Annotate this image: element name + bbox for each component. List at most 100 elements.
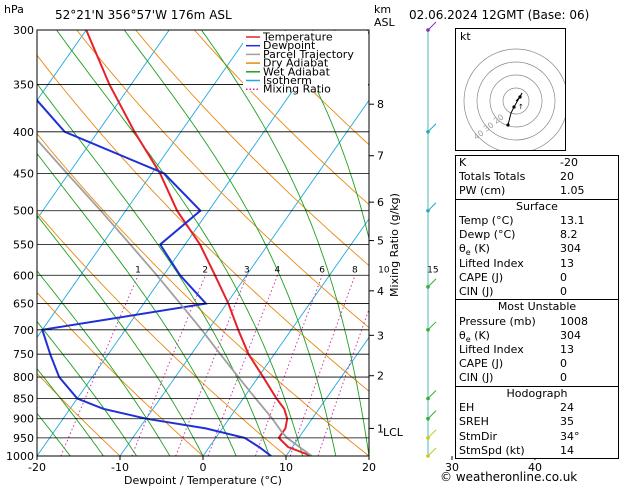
km-tick-label: 7 [377,150,384,163]
temp-tick-label: 20 [362,461,376,474]
legend-label: Temperature [262,31,333,44]
surface-li-label: Lifted Index [459,256,524,270]
surface-temp-value: 13.1 [560,214,585,228]
isotherm-line [285,336,369,456]
surface-cin-label: CIN (J) [459,285,494,298]
mixing-ratio-line [289,275,356,456]
dry-adiabat-line [37,372,121,456]
wind-barb [427,429,437,439]
surface-li-value: 13 [560,256,574,270]
pw-value: 1.05 [560,184,585,198]
surface-cape-value: 0 [560,270,567,284]
temp-tick-label: 40 [528,461,542,474]
isotherm-line [0,30,3,456]
eh-label: EH [459,401,475,415]
asl-unit-label: ASL [374,16,396,29]
mixing-ratio-label: 10 [378,265,390,275]
wind-barb [427,202,437,212]
eh-value: 24 [560,401,574,415]
temp-tick-label: -20 [28,461,46,474]
sreh-value: 35 [560,415,574,429]
legend-label: Isotherm [263,74,312,87]
k-label: K [459,156,467,169]
k-value: -20 [560,156,578,169]
surface-cape-label: CAPE (J) [459,270,504,284]
pressure-tick-label: 750 [13,348,34,361]
mixing-ratio-line [60,275,139,456]
surface-cin-value: 0 [560,285,567,298]
pressure-tick-label: 700 [13,324,34,337]
dry-adiabat-line [135,30,369,267]
wind-barb [427,278,437,288]
lcl-label: LCL [383,426,404,439]
mu-theta-value: 304 [560,328,581,342]
profiles [37,30,313,456]
surface-title: Surface [456,198,618,215]
stmspd-label: StmSpd (kt) [459,443,525,457]
pressure-tick-label: 500 [13,205,34,218]
mu-pressure-label: Pressure (mb) [459,314,536,328]
hodograph-title: Hodograph [456,385,618,402]
km-tick-label: 8 [377,98,384,111]
location-title: 52°21'N 356°57'W 176m ASL [55,8,232,22]
copyright: © weatheronline.co.uk [440,470,578,484]
hodo-point [506,123,510,127]
wet-adiabat-line [37,82,270,456]
storm-motion-marker: ↑ [518,103,524,111]
pressure-tick-label: 1000 [6,450,34,463]
pressure-tick-label: 600 [13,269,34,282]
legend-label: Wet Adiabat [263,65,331,78]
datetime-title: 02.06.2024 12GMT (Base: 06) [409,8,590,22]
legend-label: Mixing Ratio [263,83,331,96]
hodograph-box: kt 20 30 40 ↑ [455,28,569,154]
tt-label: Totals Totals [459,170,526,184]
mu-li-value: 13 [560,343,574,357]
isotherm-line [618,30,629,456]
mu-title: Most Unstable [456,299,618,315]
series-line-temperature [85,30,313,456]
dry-adiabat-line [37,54,369,392]
isotherm-line [37,30,170,220]
hodo-ring-30 [476,61,556,141]
stmdir-label: StmDir [459,429,498,443]
wind-barbs [426,21,437,458]
pressure-tick-label: 800 [13,371,34,384]
mu-theta-label: θe (K) [459,328,490,345]
pressure-tick-label: 550 [13,238,34,251]
hodo-point [512,105,516,109]
mixing-ratio-line [207,275,278,456]
mu-cin-label: CIN (J) [459,371,494,385]
mixing-ratio-label: 3 [244,265,250,275]
pressure-tick-label: 650 [13,298,34,311]
pressure-tick-label: 850 [13,392,34,405]
mixing-ratio-line [131,275,206,456]
km-tick-label: 6 [377,196,384,209]
mu-cape-label: CAPE (J) [459,357,504,371]
hodo-ring-label: 40 [472,128,486,141]
hodo-point [518,95,522,99]
temp-tick-label: 10 [279,461,293,474]
wet-adiabat-line [37,412,71,456]
pressure-tick-label: 400 [13,126,34,139]
surface-dewp-label: Dewp (°C) [459,228,516,242]
stmdir-value: 34° [560,429,580,443]
km-tick-label: 3 [377,329,384,342]
temp-tick-label: 30 [445,461,459,474]
pressure-tick-label: 350 [13,79,34,92]
wet-adiabat-line [37,368,104,456]
series-line-dewpoint [37,98,272,456]
mu-pressure-value: 1008 [560,314,588,328]
wind-barb [427,21,437,31]
mixing-ratio-label: 1 [135,265,141,275]
pressure-tick-label: 300 [13,24,34,37]
axes: 3003504004505005506006507007508008509009… [4,3,542,486]
wind-barb [427,410,437,420]
wind-barb [427,447,437,457]
isotherm-line [202,218,369,456]
surface-dewp-value: 8.2 [560,228,578,242]
dry-adiabat-line [194,30,369,206]
hodo-ring-label: 30 [482,120,496,133]
pw-label: PW (cm) [459,184,506,198]
